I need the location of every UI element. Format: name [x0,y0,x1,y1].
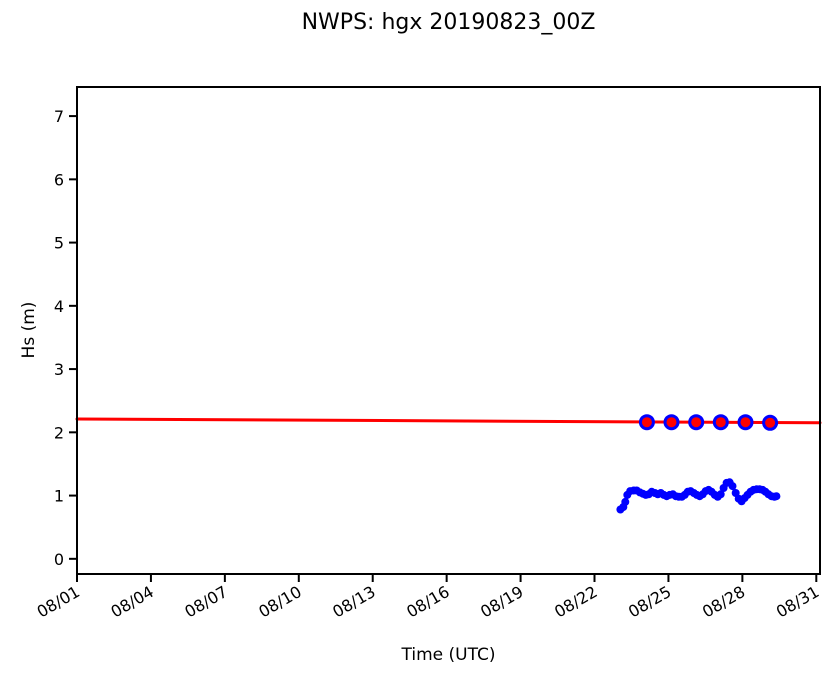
blue-obs-marker [728,482,737,491]
red-blue-markers-marker [762,414,779,431]
red-blue-markers-marker [638,414,655,431]
x-axis-tick-label: 08/07 [181,582,230,622]
red-blue-markers-marker [737,414,754,431]
chart-title: NWPS: hgx 20190823_00Z [301,10,596,35]
x-axis-label: Time (UTC) [401,645,496,665]
x-axis-tick-label: 08/16 [403,582,452,622]
y-axis-tick-label: 7 [54,107,64,126]
x-axis-tick-label: 08/22 [551,582,600,622]
y-axis-tick-label: 6 [54,170,64,189]
x-axis-tick-label: 08/28 [699,582,748,622]
y-axis-tick-label: 5 [54,234,64,253]
red-line-line [75,417,822,425]
y-axis-tick-label: 1 [54,487,64,506]
y-axis-tick-label: 3 [54,360,64,379]
x-axis-tick-label: 08/13 [329,582,378,622]
blue-obs-marker [772,492,781,501]
x-axis-tick-label: 08/31 [773,582,822,622]
blue-obs-marker [621,497,630,506]
y-axis-tick-label: 0 [54,550,64,569]
x-axis-tick-label: 08/19 [477,582,526,622]
plot-border [76,86,821,575]
x-axis-tick-label: 08/01 [34,582,83,622]
x-axis-tick-label: 08/25 [625,582,674,622]
red-blue-markers-marker [663,414,680,431]
x-axis-tick-label: 08/04 [107,582,156,622]
red-blue-markers-marker [688,414,705,431]
y-axis-tick-label: 2 [54,423,64,442]
x-axis-tick-label: 08/10 [255,582,304,622]
y-axis-tick-label: 4 [54,297,64,316]
blue-obs-marker [716,490,725,499]
red-blue-markers-marker [712,414,729,431]
